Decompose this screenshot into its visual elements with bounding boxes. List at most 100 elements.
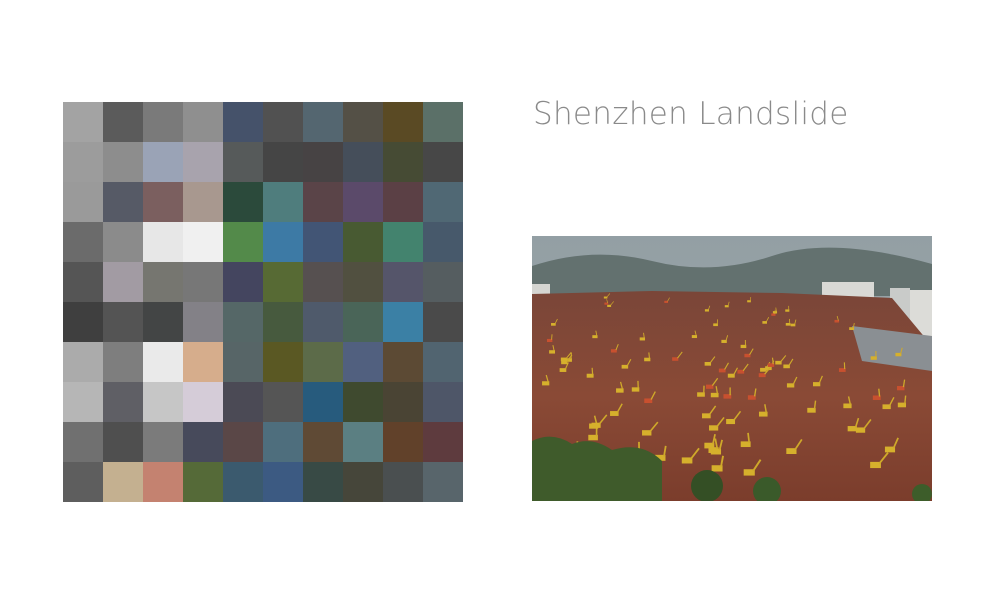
excavator	[644, 398, 653, 404]
excavator	[644, 357, 651, 362]
excavator-arm	[892, 437, 899, 449]
excavator-arm	[720, 455, 724, 467]
excavator-arm	[771, 357, 774, 365]
mosaic-cell	[143, 222, 183, 262]
excavator-arm	[900, 347, 903, 354]
excavator	[672, 357, 679, 361]
mosaic-cell	[103, 222, 143, 262]
mosaic-cell	[183, 462, 223, 502]
excavator	[704, 362, 712, 366]
mosaic-cell	[343, 382, 383, 422]
foliage	[532, 436, 662, 501]
excavator-arm	[677, 351, 683, 359]
excavator	[551, 323, 556, 326]
mosaic-cell	[343, 302, 383, 342]
mosaic-cell	[343, 102, 383, 142]
excavator	[704, 442, 715, 449]
excavator	[711, 465, 723, 472]
mosaic-cell	[143, 182, 183, 222]
excavator	[702, 413, 711, 419]
excavator-arm	[606, 299, 608, 304]
excavator	[785, 322, 791, 326]
mosaic-cell	[183, 222, 223, 262]
excavator-arm	[753, 388, 757, 397]
excavator	[727, 373, 735, 378]
mosaic-cell	[383, 302, 423, 342]
mosaic-cell	[103, 382, 143, 422]
mosaic-cell	[263, 222, 303, 262]
mosaic-cell	[223, 462, 263, 502]
excavator	[758, 373, 766, 378]
mosaic-cell	[223, 302, 263, 342]
mosaic-cell	[183, 302, 223, 342]
excavator-arm	[552, 345, 555, 352]
excavator	[549, 350, 556, 354]
mosaic-cell	[63, 382, 103, 422]
excavator-arm	[765, 316, 770, 322]
excavator	[610, 349, 617, 353]
building	[532, 284, 550, 294]
excavator	[726, 418, 736, 425]
mosaic-cell	[343, 142, 383, 182]
excavator-arm	[606, 293, 611, 298]
excavator	[855, 427, 866, 433]
excavator	[542, 381, 550, 386]
excavator-arm	[878, 452, 889, 465]
excavator	[895, 352, 902, 357]
excavator	[655, 454, 666, 461]
mosaic-cell	[343, 262, 383, 302]
excavator	[713, 323, 718, 327]
excavator	[604, 302, 609, 305]
excavator	[607, 304, 612, 307]
excavator-arm	[836, 315, 839, 321]
excavator	[639, 337, 646, 341]
excavator-arm	[792, 376, 798, 385]
excavator	[870, 461, 881, 469]
excavator-arm	[818, 375, 823, 384]
excavator-arm	[724, 362, 729, 370]
landslide-photo	[532, 236, 932, 501]
excavator	[783, 364, 790, 369]
excavator-arm	[854, 417, 860, 428]
excavator-arm	[725, 335, 729, 341]
mosaic-cell	[183, 102, 223, 142]
mosaic-cell	[383, 222, 423, 262]
excavator	[767, 363, 775, 367]
excavator	[586, 373, 594, 378]
excavator	[721, 339, 727, 343]
excavator-arm	[764, 366, 771, 375]
mosaic-cell	[343, 182, 383, 222]
excavator-arm	[709, 356, 716, 364]
mosaic-cell	[143, 262, 183, 302]
excavator-arm	[610, 301, 614, 306]
mosaic-cell	[303, 462, 343, 502]
excavator	[870, 356, 877, 360]
mosaic-cell	[423, 422, 463, 462]
mosaic-cell	[423, 182, 463, 222]
mosaic-cell	[103, 342, 143, 382]
excavator	[762, 321, 767, 324]
excavator-arm	[794, 438, 803, 451]
excavator	[737, 369, 745, 374]
mosaic-cell	[223, 142, 263, 182]
excavator-arm	[595, 330, 598, 337]
excavator	[744, 353, 751, 358]
excavator-arm	[863, 418, 872, 430]
excavator-arm	[554, 318, 558, 324]
excavator	[849, 327, 855, 331]
mosaic-cell	[143, 342, 183, 382]
excavator	[897, 386, 905, 391]
excavator-arm	[565, 351, 572, 359]
tree	[753, 477, 781, 501]
mosaic-cell	[183, 142, 223, 182]
excavator-arm	[749, 348, 754, 355]
excavator-arm	[752, 459, 762, 472]
mosaic-cell	[423, 142, 463, 182]
excavator-arm	[888, 396, 895, 406]
excavator-arm	[643, 332, 645, 339]
mosaic-cell	[143, 142, 183, 182]
excavator	[560, 357, 568, 362]
excavator-arm	[733, 410, 742, 421]
excavator	[588, 434, 598, 441]
excavator	[681, 457, 693, 464]
